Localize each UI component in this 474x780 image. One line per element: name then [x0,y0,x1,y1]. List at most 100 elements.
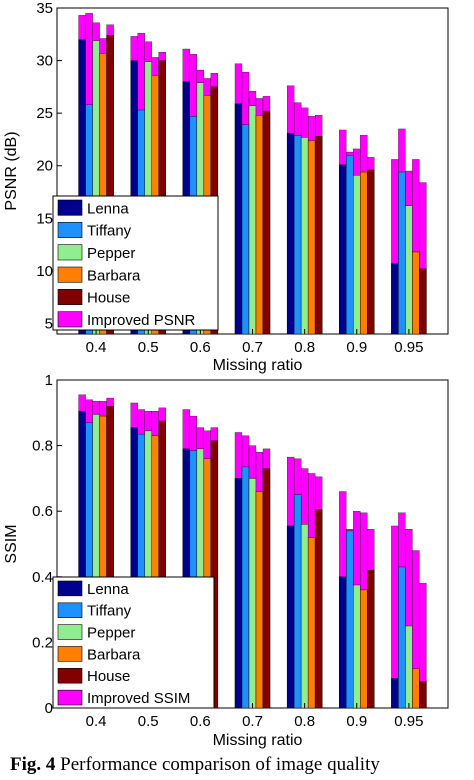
bar-tiffany [346,530,354,709]
legend-label: House [87,290,130,307]
x-tick-label: 0.9 [346,713,367,730]
y-tick-label: 0.8 [32,438,53,455]
bar-barbara [307,140,316,335]
bar-pepper [353,584,361,709]
x-tick-label: 0.9 [346,339,367,356]
x-tick-label: 0.7 [242,339,263,356]
y-axis-label: SSIM [3,524,20,563]
bar-lenna [391,678,399,709]
bar-pepper [405,625,413,709]
y-tick-label: 0.4 [32,569,53,586]
x-tick-label: 0.5 [138,339,159,356]
bar-tiffany [241,466,250,709]
x-tick-label: 0.8 [294,339,315,356]
y-tick-label: 0 [45,700,53,717]
legend-swatch [57,199,83,216]
bar-pepper [248,478,257,709]
legend-swatch [57,311,83,328]
legend-label: Improved PSNR [87,312,196,329]
y-tick-label: 20 [36,158,53,175]
x-tick-label: 0.4 [86,713,107,730]
legend-label: Pepper [87,245,135,262]
bar-pepper [300,524,309,709]
bar-house [106,35,114,335]
bar-lenna [391,263,399,335]
y-tick-label: 1 [45,372,53,389]
bar-tiffany [241,124,250,335]
y-tick-label: 10 [36,263,53,280]
bar-barbara [360,171,368,335]
bar-house [262,110,271,335]
psnr-chart: 5 10 15 20 25 30 35 0.4 0.5 0.6 0.7 0.8 0.9 0.95 Missi… [3,0,449,374]
x-tick-label: 0.7 [242,713,263,730]
y-tick-label: 25 [36,105,53,122]
legend-swatch [57,266,83,283]
x-axis-label: Missing ratio [213,732,303,749]
bar-lenna [339,576,347,709]
legend-swatch [57,580,83,597]
y-axis-label: PSNR (dB) [3,131,20,210]
bar-pepper [405,205,413,335]
y-tick-label: 30 [36,53,53,70]
bar-house [314,136,323,335]
legend-box [52,195,219,331]
legend-swatch [57,668,83,684]
y-tick-label: 5 [45,315,53,332]
legend-swatch [57,624,83,640]
bar-barbara [412,251,420,335]
legend-swatch [57,222,83,238]
x-axis-label: Missing ratio [213,357,303,374]
legend-label: Barbara [87,267,141,284]
y-tick-label: 0.2 [32,634,53,651]
bar-tiffany [398,566,406,709]
bar-pepper [353,175,361,335]
bar-lenna [234,103,243,335]
ssim-chart: 0 0.2 0.4 0.6 0.8 1 0.4 0.5 0.6 0.7 0.8 0.9 0.95 Miss… [3,372,449,749]
bar-lenna [286,132,295,335]
bar-house [367,570,375,709]
bar-house [419,681,427,709]
legend-swatch [57,289,83,305]
x-tick-label: 0.95 [394,339,423,356]
caption-label: Fig. 4 [10,754,56,775]
x-tick-label: 0.6 [190,339,211,356]
legend-label: Lenna [87,200,129,217]
bar-house [367,169,375,335]
legend-swatch [57,602,83,618]
bar-barbara [412,668,420,709]
bar-barbara [307,537,316,709]
bar-house [262,468,271,709]
x-tick-label: 0.6 [190,713,211,730]
bar-house [419,268,427,335]
figure-caption: Fig. 4 Performance comparison of image q… [10,754,474,780]
legend-label: Pepper [87,625,135,642]
y-tick-label: 0.6 [32,503,53,520]
legend-label: Improved SSIM [87,690,190,707]
legend-label: Barbara [87,646,141,663]
x-tick-label: 0.5 [138,713,159,730]
legend-swatch [57,646,83,662]
legend-label: House [87,668,130,685]
bar-lenna [234,478,243,709]
bar-tiffany [293,135,302,335]
bar-pepper [248,105,257,335]
y-tick-label: 35 [36,0,53,17]
bar-barbara [255,115,264,335]
legend-label: Lenna [87,581,129,598]
x-tick-label: 0.4 [86,339,107,356]
legend-label: Tiffany [87,223,132,240]
y-tick-label: 15 [36,210,53,227]
bar-pepper [300,137,309,335]
caption-text: Performance comparison of image quality [60,754,380,775]
legend-label: Tiffany [87,603,132,620]
bar-barbara [360,589,368,709]
bar-lenna [339,164,347,335]
legend-swatch [57,244,83,261]
x-tick-label: 0.95 [394,713,423,730]
legend-box [52,576,215,709]
bar-house [314,509,323,709]
legend-swatch [57,689,83,706]
bar-barbara [255,491,264,709]
x-tick-label: 0.8 [294,713,315,730]
